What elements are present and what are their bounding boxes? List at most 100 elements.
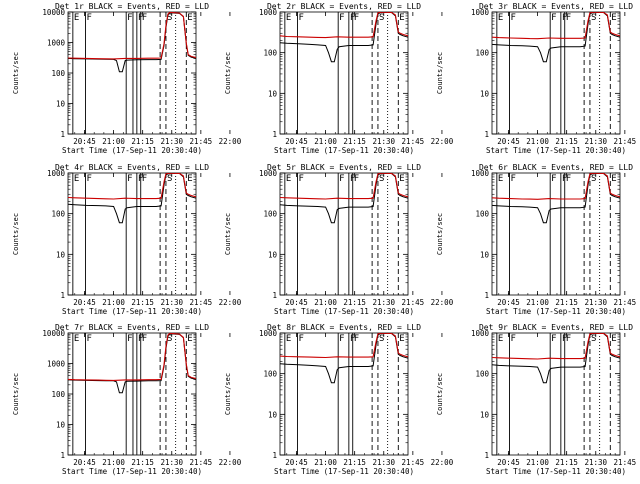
y-tick-label: 1000 (259, 169, 278, 178)
plot-frame (279, 11, 409, 135)
y-tick-label: 100 (263, 49, 277, 58)
y-tick-label: 100 (475, 210, 489, 219)
x-tick-label: 22:00 (431, 137, 454, 146)
flag-marker-label: F (86, 334, 91, 344)
y-tick-label: 100 (475, 370, 489, 379)
y-tick-label: 1 (272, 130, 277, 139)
y-axis-label: Counts/sec (224, 52, 232, 94)
x-tick-label: 20:45 (497, 458, 520, 467)
chart-title: Det 8r BLACK = Events, RED = LLD (267, 323, 421, 332)
series-lld (280, 12, 408, 39)
x-tick-label: 21:15 (555, 298, 578, 307)
x-tick-label: 21:00 (526, 137, 549, 146)
plot-frame (67, 172, 197, 296)
chart-panel-8: Det 8r BLACK = Events, RED = LLD 1 10 100 10… (224, 323, 454, 476)
x-tick-label: 21:30 (584, 298, 607, 307)
x-tick-label: 21:45 (614, 137, 637, 146)
y-tick-label: 1 (484, 291, 489, 300)
plot-frame (279, 172, 409, 296)
x-tick-label: 21:30 (372, 298, 395, 307)
y-tick-label: 100 (51, 390, 65, 399)
flag-marker-label: F (298, 174, 303, 184)
flag-marker-label: S (591, 334, 596, 344)
y-tick-label: 1000 (471, 169, 490, 178)
flag-marker-label: F (142, 174, 147, 184)
y-tick-label: 1000 (47, 169, 66, 178)
x-tick-label: 21:15 (131, 458, 154, 467)
x-tick-label: 21:30 (372, 458, 395, 467)
series-lld (492, 12, 620, 40)
plot-frame (491, 172, 621, 296)
chart-title: Det 3r BLACK = Events, RED = LLD (479, 2, 633, 11)
flag-marker-label: E (74, 13, 79, 23)
x-tick-label: 21:45 (402, 298, 425, 307)
flag-marker-label: F (339, 13, 344, 23)
flag-marker-label: S (591, 13, 596, 23)
chart-panel-6: Det 6r BLACK = Events, RED = LLD 1 10 100 10… (436, 163, 636, 316)
x-tick-label: 22:00 (219, 458, 242, 467)
flag-marker-label: F (354, 174, 359, 184)
flag-marker-label: E (74, 174, 79, 184)
x-tick-label: 21:00 (102, 298, 125, 307)
flag-marker-label: F (566, 13, 571, 23)
y-axis-label: Counts/sec (436, 52, 444, 94)
flag-marker-label: S (379, 13, 384, 23)
y-tick-label: 1 (484, 130, 489, 139)
flag-marker-label: F (86, 174, 91, 184)
x-tick-label: 22:00 (431, 298, 454, 307)
x-tick-label: 21:00 (314, 458, 337, 467)
series-lld (492, 333, 620, 360)
flag-marker-label: F (510, 174, 515, 184)
y-tick-label: 1000 (259, 8, 278, 17)
chart-title: Det 7r BLACK = Events, RED = LLD (55, 323, 209, 332)
plot-frame (67, 332, 197, 456)
x-tick-label: 21:15 (343, 137, 366, 146)
x-tick-label: 20:45 (497, 298, 520, 307)
flag-marker-label: F (354, 334, 359, 344)
flag-marker-label: F (510, 334, 515, 344)
flag-marker-label: E (187, 13, 192, 23)
x-tick-label: 21:30 (160, 137, 183, 146)
x-tick-label: 21:45 (190, 298, 213, 307)
x-tick-label: 22:00 (219, 298, 242, 307)
flag-marker-label: F (339, 334, 344, 344)
flag-marker-label: F (339, 174, 344, 184)
y-tick-label: 100 (51, 69, 65, 78)
flag-marker-label: E (611, 334, 616, 344)
x-tick-label: 21:45 (614, 458, 637, 467)
y-tick-label: 10000 (42, 8, 65, 17)
x-tick-label: 20:45 (285, 298, 308, 307)
flag-marker-label: E (498, 13, 503, 23)
x-axis-label: Start Time (17-Sep-11 20:30:40) (486, 307, 626, 316)
x-tick-label: 20:45 (285, 137, 308, 146)
y-tick-label: 1000 (47, 39, 66, 48)
flag-marker-label: S (591, 174, 596, 184)
chart-title: Det 2r BLACK = Events, RED = LLD (267, 2, 421, 11)
flag-marker-label: F (551, 334, 556, 344)
flag-marker-label: E (498, 174, 503, 184)
x-axis-label: Start Time (17-Sep-11 20:30:40) (274, 307, 414, 316)
y-tick-label: 1000 (259, 329, 278, 338)
flag-marker-label: S (167, 13, 172, 23)
y-tick-label: 10 (56, 250, 66, 259)
x-tick-label: 21:45 (190, 458, 213, 467)
y-axis-label: Counts/sec (224, 213, 232, 255)
x-tick-label: 22:00 (431, 458, 454, 467)
flag-marker-label: E (286, 334, 291, 344)
x-axis-label: Start Time (17-Sep-11 20:30:40) (486, 467, 626, 476)
x-tick-label: 21:30 (584, 458, 607, 467)
x-tick-label: 20:45 (285, 458, 308, 467)
x-tick-label: 21:00 (102, 458, 125, 467)
y-axis-label: Counts/sec (12, 373, 20, 415)
flag-marker-label: S (379, 174, 384, 184)
y-tick-label: 1000 (471, 8, 490, 17)
y-tick-label: 1000 (471, 329, 490, 338)
flag-marker-label: F (86, 13, 91, 23)
y-axis-label: Counts/sec (436, 373, 444, 415)
x-tick-label: 22:00 (219, 137, 242, 146)
x-tick-label: 21:15 (343, 458, 366, 467)
y-axis-label: Counts/sec (436, 213, 444, 255)
flag-marker-label: F (127, 174, 132, 184)
chart-panel-5: Det 5r BLACK = Events, RED = LLD 1 10 100 10… (224, 163, 454, 316)
